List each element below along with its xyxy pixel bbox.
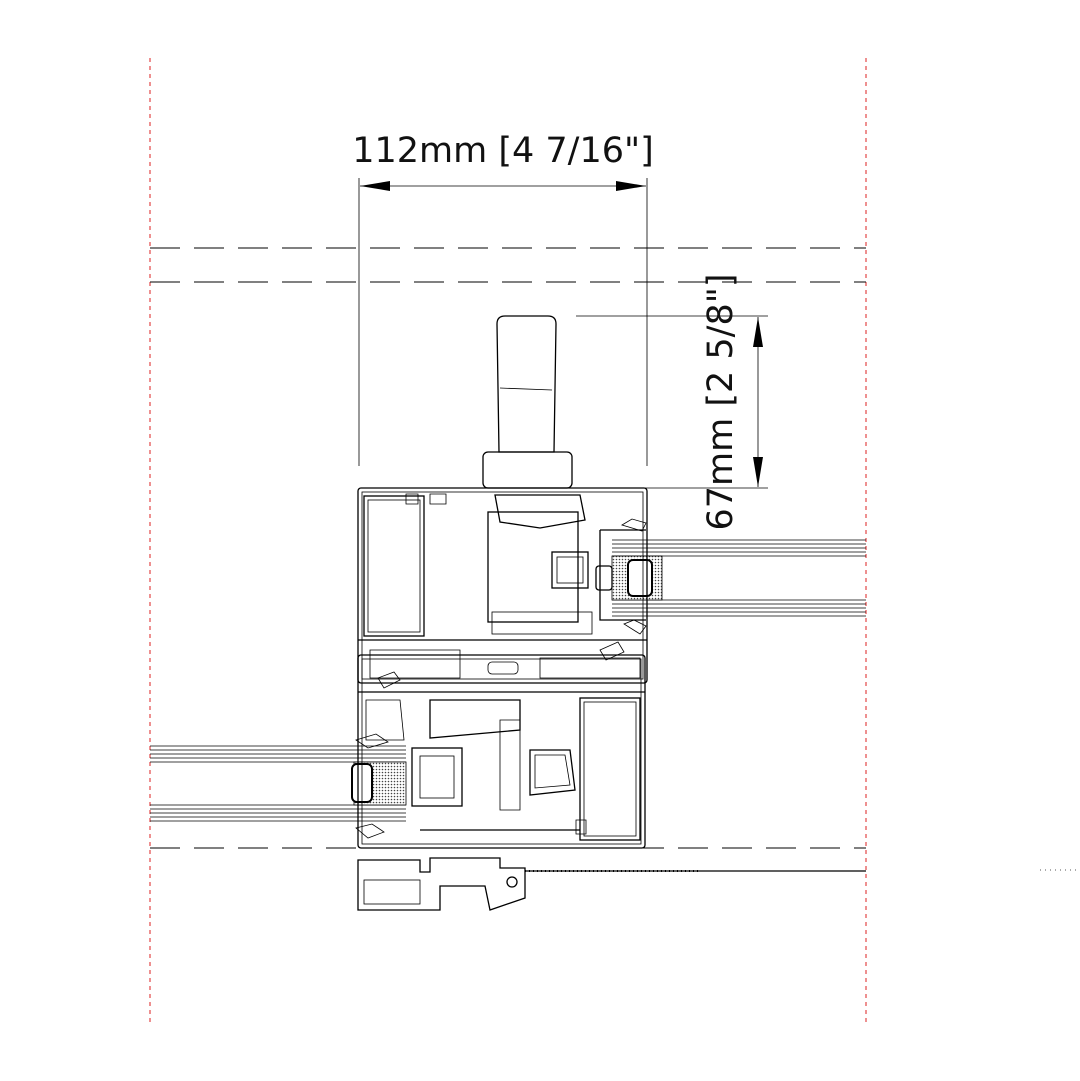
sill-profile [357, 857, 866, 911]
width-label: 112mm [4 7/16"] [352, 131, 654, 171]
lower-sash-profile [355, 654, 646, 849]
height-label: 67mm [2 5/8"] [701, 274, 741, 531]
height-dimension: 67mm [2 5/8"] [575, 274, 768, 531]
width-dimension: 112mm [4 7/16"] [352, 131, 654, 466]
glazing [150, 539, 866, 822]
handle [482, 315, 573, 489]
upper-frame-profile [357, 487, 648, 689]
